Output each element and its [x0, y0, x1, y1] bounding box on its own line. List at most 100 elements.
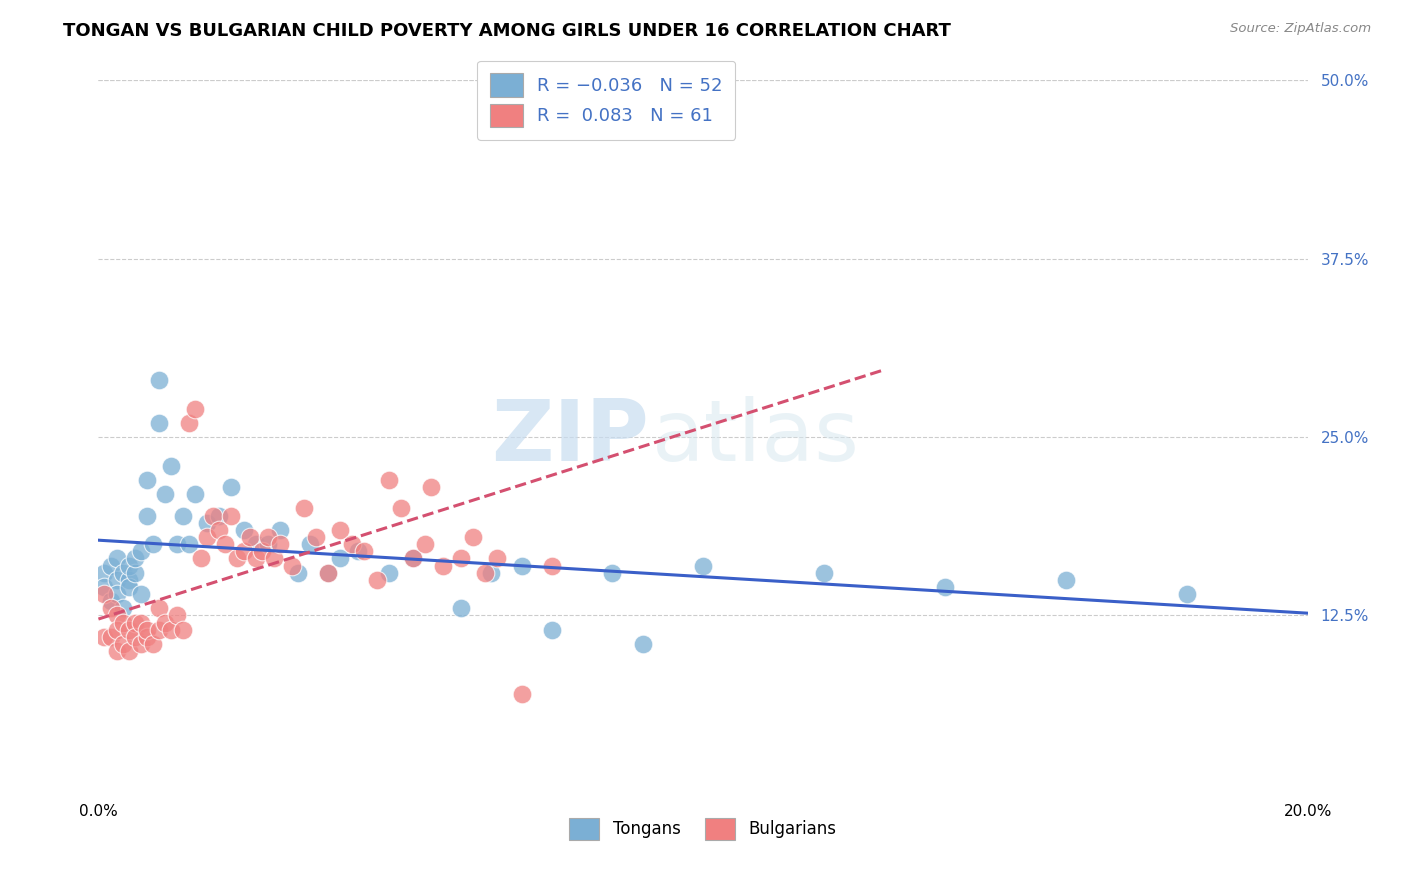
Point	[347, 544, 370, 558]
Point	[474, 566, 496, 580]
Point	[195, 516, 218, 530]
Point	[250, 544, 273, 558]
Point	[105, 623, 128, 637]
Point	[1175, 587, 1198, 601]
Point	[287, 566, 309, 580]
Text: ZIP: ZIP	[491, 395, 648, 479]
Point	[179, 537, 201, 551]
Point	[245, 537, 267, 551]
Point	[105, 644, 128, 658]
Point	[510, 687, 533, 701]
Point	[353, 544, 375, 558]
Point	[292, 501, 315, 516]
Point	[263, 551, 285, 566]
Point	[153, 487, 176, 501]
Point	[124, 615, 146, 630]
Point	[93, 566, 115, 580]
Point	[305, 530, 328, 544]
Point	[377, 566, 399, 580]
Point	[226, 551, 249, 566]
Point	[105, 587, 128, 601]
Point	[184, 401, 207, 416]
Point	[135, 508, 157, 523]
Point	[129, 615, 152, 630]
Point	[329, 551, 352, 566]
Point	[329, 523, 352, 537]
Point	[153, 615, 176, 630]
Point	[245, 551, 267, 566]
Point	[281, 558, 304, 573]
Point	[142, 637, 165, 651]
Point	[160, 458, 183, 473]
Point	[221, 480, 243, 494]
Point	[299, 537, 322, 551]
Point	[1054, 573, 1077, 587]
Point	[221, 508, 243, 523]
Point	[602, 102, 624, 116]
Point	[202, 508, 225, 523]
Point	[111, 566, 134, 580]
Point	[239, 530, 262, 544]
Point	[148, 623, 170, 637]
Point	[195, 530, 218, 544]
Point	[190, 551, 212, 566]
Point	[105, 573, 128, 587]
Point	[93, 580, 115, 594]
Point	[432, 558, 454, 573]
Point	[100, 594, 122, 608]
Point	[129, 587, 152, 601]
Point	[172, 508, 194, 523]
Point	[166, 537, 188, 551]
Point	[111, 601, 134, 615]
Point	[93, 587, 115, 601]
Point	[111, 615, 134, 630]
Point	[105, 551, 128, 566]
Point	[100, 558, 122, 573]
Point	[118, 644, 141, 658]
Point	[118, 623, 141, 637]
Point	[389, 501, 412, 516]
Point	[402, 551, 425, 566]
Point	[100, 630, 122, 644]
Point	[142, 537, 165, 551]
Point	[934, 580, 956, 594]
Point	[124, 630, 146, 644]
Point	[342, 537, 364, 551]
Point	[129, 544, 152, 558]
Point	[413, 537, 436, 551]
Point	[420, 480, 443, 494]
Point	[631, 637, 654, 651]
Point	[540, 623, 562, 637]
Point	[256, 530, 278, 544]
Point	[813, 566, 835, 580]
Point	[166, 608, 188, 623]
Point	[135, 623, 157, 637]
Point	[232, 523, 254, 537]
Text: atlas: atlas	[652, 395, 860, 479]
Point	[93, 630, 115, 644]
Point	[148, 601, 170, 615]
Point	[184, 487, 207, 501]
Point	[510, 558, 533, 573]
Point	[540, 558, 562, 573]
Point	[118, 580, 141, 594]
Point	[402, 551, 425, 566]
Point	[148, 416, 170, 430]
Point	[111, 637, 134, 651]
Point	[129, 637, 152, 651]
Point	[463, 530, 485, 544]
Point	[208, 523, 231, 537]
Text: Source: ZipAtlas.com: Source: ZipAtlas.com	[1230, 22, 1371, 36]
Point	[179, 416, 201, 430]
Point	[172, 623, 194, 637]
Text: TONGAN VS BULGARIAN CHILD POVERTY AMONG GIRLS UNDER 16 CORRELATION CHART: TONGAN VS BULGARIAN CHILD POVERTY AMONG …	[63, 22, 950, 40]
Point	[124, 551, 146, 566]
Point	[124, 566, 146, 580]
Point	[602, 566, 624, 580]
Point	[316, 566, 339, 580]
Point	[135, 473, 157, 487]
Point	[316, 566, 339, 580]
Point	[377, 473, 399, 487]
Point	[118, 573, 141, 587]
Point	[481, 566, 503, 580]
